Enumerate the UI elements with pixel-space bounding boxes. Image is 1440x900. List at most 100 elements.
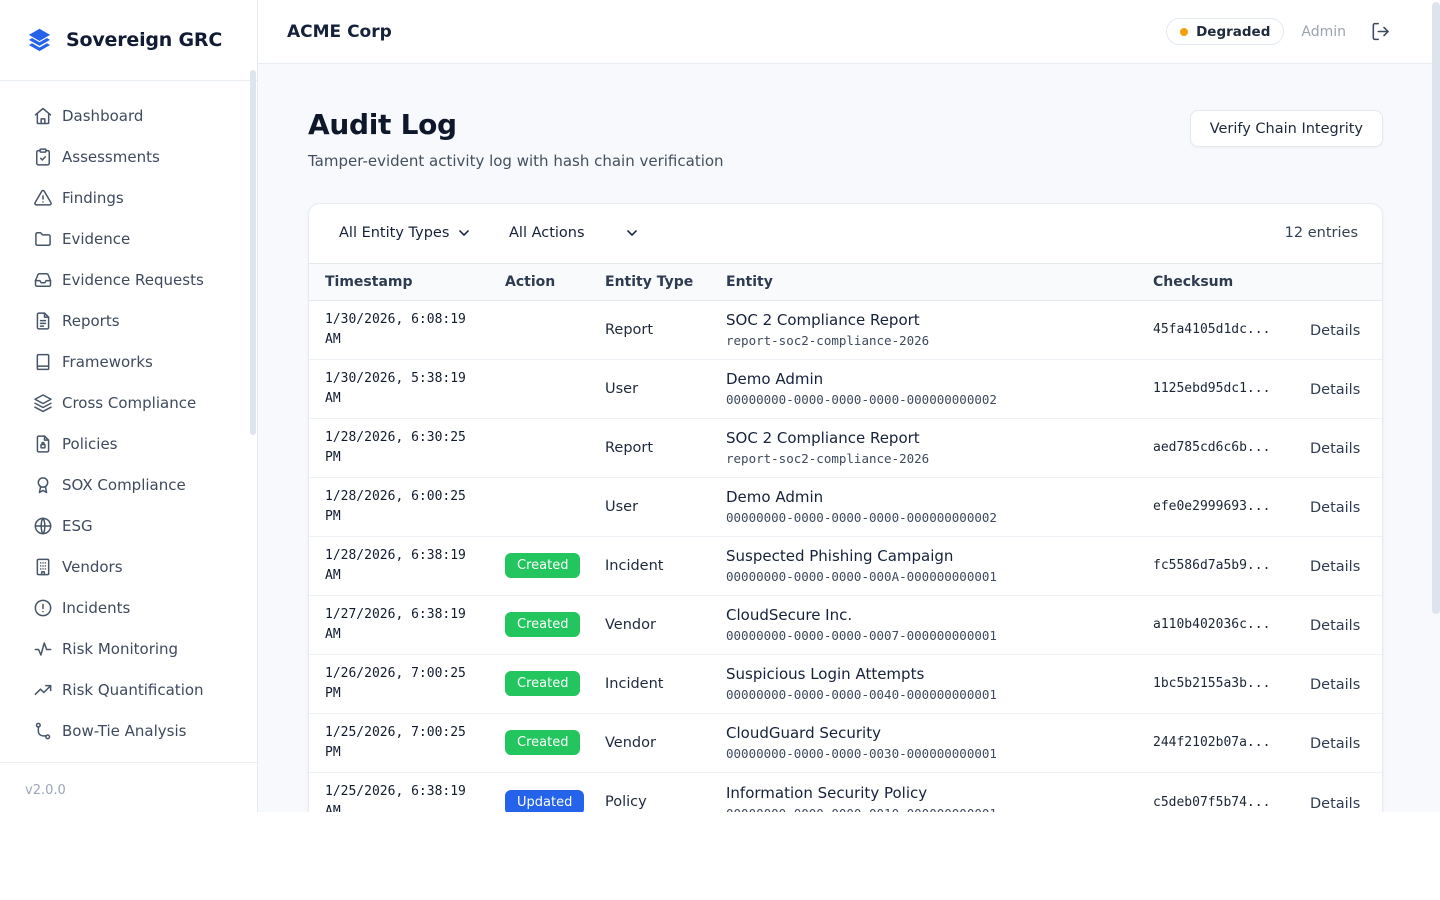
- details-link[interactable]: Details: [1310, 736, 1361, 753]
- home-icon: [33, 106, 53, 126]
- layers-logo-icon: [26, 27, 53, 54]
- entity-id: 00000000-0000-0000-0030-000000000001: [726, 746, 997, 762]
- table-header-row: Timestamp Action Entity Type Entity Chec…: [309, 262, 1382, 301]
- details-link[interactable]: Details: [1310, 795, 1361, 812]
- entity-id: 00000000-0000-0000-0040-000000000001: [726, 687, 997, 703]
- timestamp: 1/28/2026, 6:38:19 AM: [325, 547, 466, 583]
- table-row: 1/25/2026, 7:00:25 PM Created Vendor Clo…: [309, 713, 1382, 772]
- sidebar-item-vendors[interactable]: Vendors: [0, 546, 257, 587]
- details-link[interactable]: Details: [1310, 618, 1361, 635]
- table-row: 1/25/2026, 6:38:19 AM Updated Policy Inf…: [309, 772, 1382, 812]
- app-window: Sovereign GRC Dashboard Assessments Find…: [0, 0, 1440, 812]
- table-row: 1/28/2026, 6:38:19 AM Created Incident S…: [309, 536, 1382, 595]
- sidebar-item-frameworks[interactable]: Frameworks: [0, 341, 257, 382]
- sidebar-item-incidents[interactable]: Incidents: [0, 587, 257, 628]
- entity-type: Vendor: [605, 734, 656, 751]
- entity-type: Vendor: [605, 616, 656, 633]
- app-title: Sovereign GRC: [66, 29, 223, 51]
- checksum: efe0e2999693...: [1153, 499, 1271, 515]
- timestamp: 1/30/2026, 5:38:19 AM: [325, 370, 466, 406]
- details-link[interactable]: Details: [1310, 323, 1361, 340]
- window-scrollbar[interactable]: [1432, 2, 1440, 614]
- entity-type: User: [605, 498, 639, 515]
- entity-name: Suspected Phishing Campaign: [726, 547, 954, 566]
- entity-type: Report: [605, 321, 654, 338]
- file-text-icon: [33, 311, 53, 331]
- alert-triangle-icon: [33, 188, 53, 208]
- award-icon: [33, 475, 53, 495]
- sidebar-item-reports[interactable]: Reports: [0, 300, 257, 341]
- table-row: 1/26/2026, 7:00:25 PM Created Incident S…: [309, 654, 1382, 713]
- status-dot-icon: [1180, 27, 1189, 36]
- details-link[interactable]: Details: [1310, 677, 1361, 694]
- workflow-icon: [33, 721, 53, 741]
- entity-name: SOC 2 Compliance Report: [726, 311, 920, 330]
- details-link[interactable]: Details: [1310, 382, 1361, 399]
- audit-log-card: All Entity Types All Actions 12 entries: [308, 202, 1383, 812]
- details-link[interactable]: Details: [1310, 559, 1361, 576]
- globe-icon: [33, 516, 53, 536]
- entity-type-filter[interactable]: All Entity Types: [333, 219, 475, 248]
- logo: Sovereign GRC: [0, 0, 257, 81]
- entity-name: Suspicious Login Attempts: [726, 665, 925, 684]
- col-entity-type: Entity Type: [589, 262, 710, 301]
- action-filter[interactable]: All Actions: [503, 219, 643, 248]
- clipboard-check-icon: [33, 147, 53, 167]
- sidebar-item-dashboard[interactable]: Dashboard: [0, 95, 257, 136]
- entity-name: CloudSecure Inc.: [726, 606, 853, 625]
- logout-icon[interactable]: [1370, 21, 1392, 43]
- table-row: 1/28/2026, 6:00:25 PM User Demo Admin 00…: [309, 477, 1382, 536]
- checksum: 45fa4105d1dc...: [1153, 322, 1271, 338]
- checksum: 244f2102b07a...: [1153, 735, 1271, 751]
- sidebar-item-sox-compliance[interactable]: SOX Compliance: [0, 464, 257, 505]
- verify-chain-integrity-button[interactable]: Verify Chain Integrity: [1189, 110, 1383, 147]
- col-checksum: Checksum: [1137, 262, 1294, 301]
- entity-name: Demo Admin: [726, 488, 824, 507]
- sidebar-item-risk-monitoring[interactable]: Risk Monitoring: [0, 628, 257, 669]
- audit-log-table: Timestamp Action Entity Type Entity Chec…: [309, 262, 1382, 812]
- entity-type: Incident: [605, 557, 664, 574]
- alert-circle-icon: [33, 598, 53, 618]
- sidebar-item-assessments[interactable]: Assessments: [0, 136, 257, 177]
- building-icon: [33, 557, 53, 577]
- sidebar-item-findings[interactable]: Findings: [0, 177, 257, 218]
- file-lock-icon: [33, 434, 53, 454]
- main-area: ACME Corp Degraded Admin Audit Log Tampe…: [258, 0, 1440, 812]
- sidebar-item-evidence-requests[interactable]: Evidence Requests: [0, 259, 257, 300]
- table-row: 1/27/2026, 6:38:19 AM Created Vendor Clo…: [309, 595, 1382, 654]
- action-badge: Updated: [505, 789, 585, 812]
- sidebar-item-evidence[interactable]: Evidence: [0, 218, 257, 259]
- table-row: 1/30/2026, 5:38:19 AM User Demo Admin 00…: [309, 359, 1382, 418]
- entity-id: 00000000-0000-0000-0007-000000000001: [726, 628, 997, 644]
- entity-type: User: [605, 380, 639, 397]
- col-entity: Entity: [710, 262, 1137, 301]
- sidebar-item-policies[interactable]: Policies: [0, 423, 257, 464]
- timestamp: 1/30/2026, 6:08:19 AM: [325, 311, 466, 347]
- sidebar-item-risk-quantification[interactable]: Risk Quantification: [0, 669, 257, 710]
- page-title: Audit Log: [308, 108, 457, 141]
- details-link[interactable]: Details: [1310, 441, 1361, 458]
- checksum: 1bc5b2155a3b...: [1153, 676, 1271, 692]
- trending-up-icon: [33, 680, 53, 700]
- sidebar-item-cross-compliance[interactable]: Cross Compliance: [0, 382, 257, 423]
- details-link[interactable]: Details: [1310, 500, 1361, 517]
- entity-type: Report: [605, 439, 654, 456]
- checksum: fc5586d7a5b9...: [1153, 558, 1271, 574]
- sidebar-scrollbar[interactable]: [250, 70, 256, 435]
- checksum: aed785cd6c6b...: [1153, 440, 1271, 456]
- user-role: Admin: [1301, 23, 1346, 40]
- checksum: 1125ebd95dc1...: [1153, 381, 1271, 397]
- action-badge: Created: [505, 612, 581, 638]
- entity-id: 00000000-0000-0000-000A-000000000001: [726, 569, 997, 585]
- version-label: v2.0.0: [25, 783, 66, 798]
- entity-name: SOC 2 Compliance Report: [726, 429, 920, 448]
- sidebar-footer: v2.0.0: [0, 762, 257, 812]
- action-badge: Created: [505, 730, 581, 756]
- entity-type: Incident: [605, 675, 664, 692]
- sidebar-item-bow-tie-analysis[interactable]: Bow-Tie Analysis: [0, 710, 257, 751]
- entity-id: report-soc2-compliance-2026: [726, 333, 930, 349]
- timestamp: 1/28/2026, 6:00:25 PM: [325, 488, 466, 524]
- sidebar-item-esg[interactable]: ESG: [0, 505, 257, 546]
- filter-bar: All Entity Types All Actions 12 entries: [309, 204, 1382, 263]
- timestamp: 1/27/2026, 6:38:19 AM: [325, 606, 466, 642]
